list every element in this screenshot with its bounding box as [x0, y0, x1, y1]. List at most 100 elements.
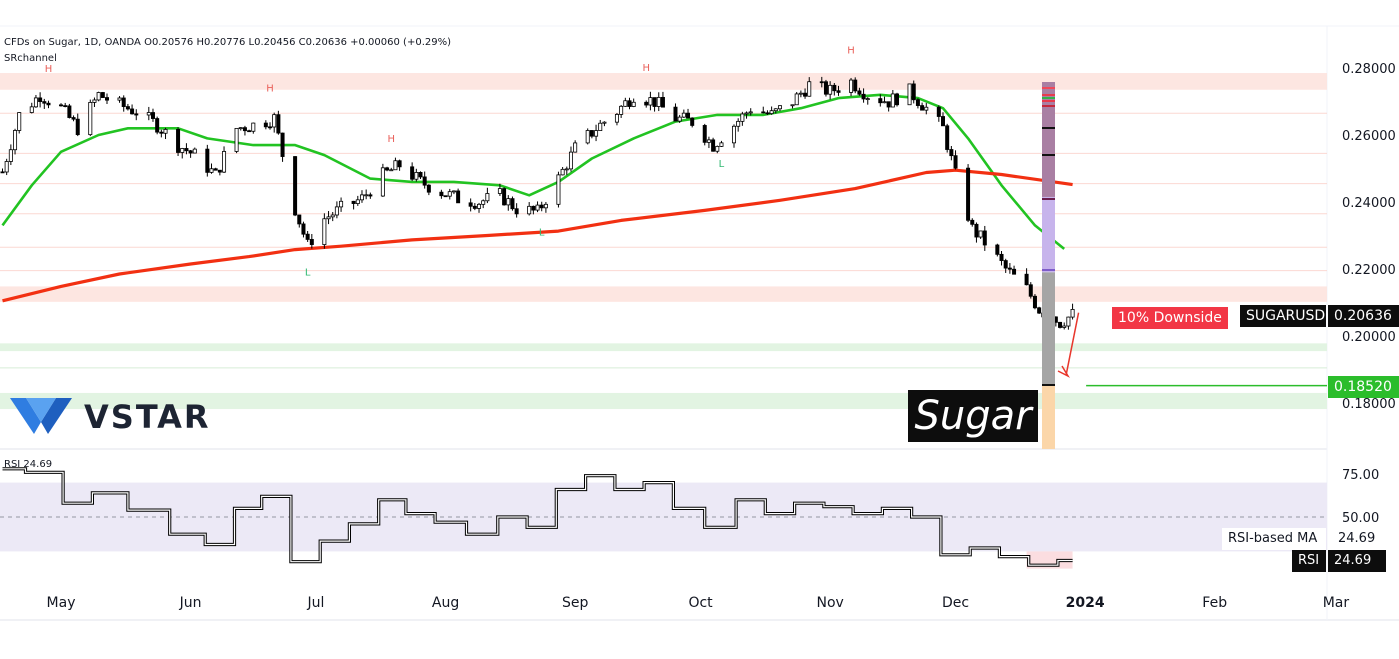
candle — [8, 144, 13, 166]
rsi-tick-label: 75.00 — [1342, 468, 1379, 483]
candle — [234, 127, 239, 154]
downside-arrowhead — [1057, 365, 1070, 378]
candle — [456, 188, 461, 204]
candle — [130, 104, 135, 115]
candle — [297, 214, 302, 228]
rsi-line — [2, 468, 1073, 566]
candle — [631, 98, 636, 108]
candle — [535, 201, 540, 213]
candle — [280, 132, 285, 162]
candle — [1024, 268, 1029, 286]
rsi-value: 24.69 — [1328, 550, 1386, 572]
candle — [71, 115, 76, 122]
candle — [276, 110, 281, 135]
candle — [995, 243, 1000, 257]
pivot-high-label: H — [847, 45, 855, 56]
sugar-title-box: Sugar — [908, 390, 1038, 442]
candle — [790, 104, 795, 109]
candle — [644, 100, 649, 108]
candle — [4, 158, 9, 176]
candle — [978, 230, 983, 239]
candle — [823, 79, 828, 97]
candle — [209, 163, 214, 174]
candle — [686, 108, 691, 119]
candle — [485, 187, 490, 204]
time-tick-label: Sep — [562, 595, 589, 611]
candle — [339, 197, 344, 212]
price-tick-label: 0.20000 — [1342, 330, 1396, 345]
fast-ma-line — [1, 93, 1066, 250]
candle — [481, 199, 486, 209]
candle — [794, 91, 799, 106]
candle — [1028, 282, 1033, 299]
candle — [849, 77, 854, 97]
candle — [690, 117, 695, 128]
candle — [502, 187, 507, 206]
projection-bar — [1042, 272, 1055, 386]
candle — [506, 195, 511, 211]
candle — [803, 88, 808, 99]
candle — [222, 146, 227, 174]
candle — [594, 124, 599, 142]
candle — [42, 98, 47, 109]
candle — [627, 97, 632, 110]
candle — [953, 150, 958, 170]
candle — [589, 130, 594, 139]
candle — [886, 101, 891, 112]
price-tick-label: 0.18000 — [1342, 397, 1396, 412]
candle — [0, 168, 5, 174]
candle — [970, 218, 975, 227]
candle — [936, 105, 941, 122]
candle — [895, 92, 900, 107]
candle — [648, 91, 653, 111]
candle — [681, 109, 686, 118]
candle — [1007, 263, 1012, 274]
candle — [96, 91, 101, 102]
candle — [982, 225, 987, 251]
candle — [159, 129, 164, 138]
candle — [882, 96, 887, 104]
candle — [543, 201, 548, 213]
candle — [176, 127, 181, 157]
candle — [740, 111, 745, 126]
slow-ma-line — [2, 168, 1073, 303]
pivot-high-label: H — [387, 134, 395, 145]
candle — [765, 110, 770, 115]
rsi-band — [0, 482, 1327, 552]
price-tick-label: 0.24000 — [1342, 196, 1396, 211]
candle — [385, 166, 390, 172]
candle — [88, 99, 93, 137]
candle — [769, 106, 774, 115]
candle — [468, 198, 473, 212]
pivot-high-label: H — [266, 84, 274, 95]
candle — [568, 146, 573, 172]
candle — [828, 81, 833, 100]
candle — [17, 112, 22, 134]
candle — [807, 77, 812, 97]
candle — [180, 147, 185, 159]
candle — [773, 108, 778, 114]
candle — [59, 103, 64, 107]
candle — [359, 190, 364, 203]
candle — [510, 196, 515, 211]
candle — [213, 167, 218, 171]
candle — [451, 190, 456, 195]
time-tick-label: Oct — [688, 595, 713, 611]
candle — [865, 97, 870, 105]
candle — [556, 171, 561, 208]
candle — [966, 164, 971, 223]
candle — [439, 189, 444, 199]
candle — [715, 145, 720, 154]
projection-bar — [1042, 196, 1055, 273]
candle — [744, 111, 749, 119]
time-tick-label: Aug — [432, 595, 459, 611]
candle — [217, 169, 222, 176]
candle — [857, 87, 862, 96]
candle — [598, 119, 603, 132]
candle — [150, 108, 155, 122]
candle — [63, 102, 68, 108]
candle — [188, 149, 193, 158]
candle — [974, 222, 979, 243]
candle — [92, 97, 97, 107]
candle — [205, 144, 210, 177]
